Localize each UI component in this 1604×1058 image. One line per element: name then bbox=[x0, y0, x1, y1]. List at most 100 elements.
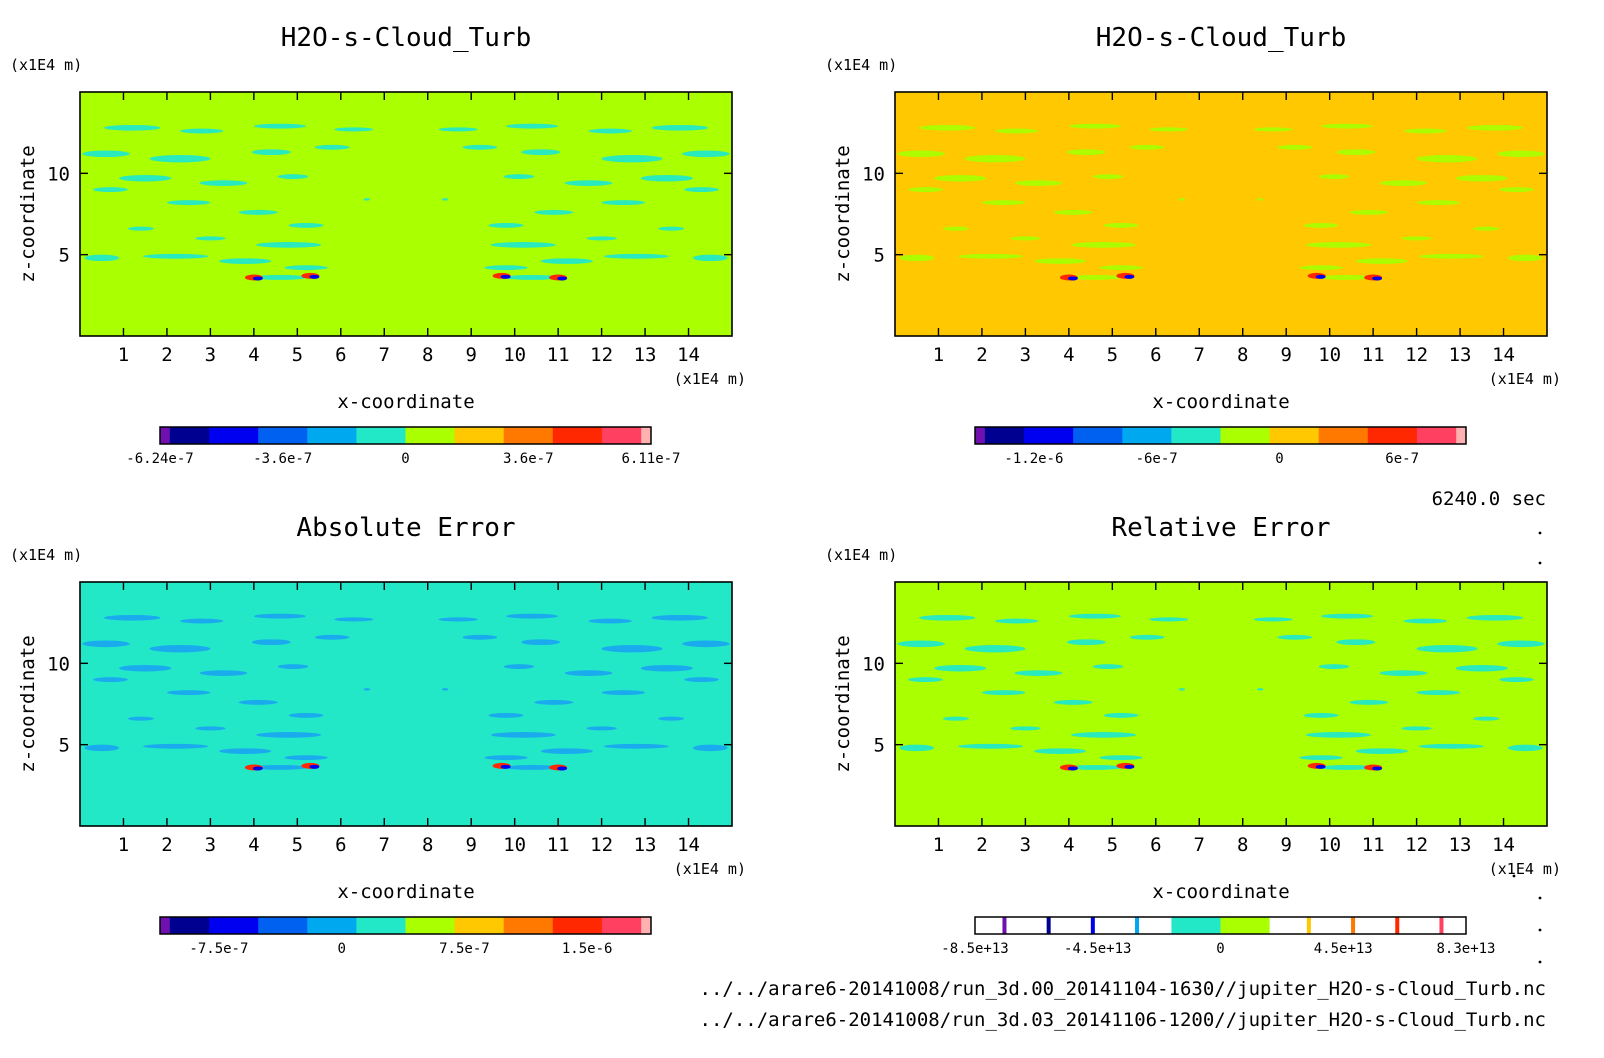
colorbar-tick-label: -7.5e-7 bbox=[189, 941, 248, 957]
y-unit-label: (x1E4 m) bbox=[10, 546, 82, 564]
y-tick-label: 5 bbox=[59, 245, 70, 267]
colorbar-segment bbox=[984, 427, 1025, 444]
panel-3: Absolute Error(x1E4 m)1 2 3 4 5 6 7 8 9 10 11 12 13 1… bbox=[10, 513, 746, 957]
colorbar-tick-label: -6.24e-7 bbox=[126, 451, 193, 467]
x-tick-label: 11 bbox=[547, 834, 570, 856]
colorbar-segment bbox=[1416, 917, 1457, 934]
x-tick-label: 5 bbox=[292, 344, 303, 366]
colorbar-segment bbox=[209, 917, 259, 934]
y-axis-label: z-coordinate bbox=[832, 635, 854, 772]
y-unit-label: (x1E4 m) bbox=[10, 56, 82, 74]
colorbar-segment bbox=[160, 917, 171, 934]
panel-title: H2O-s-Cloud_Turb bbox=[1096, 23, 1346, 53]
x-tick-label: 9 bbox=[465, 344, 476, 366]
panel-title: H2O-s-Cloud_Turb bbox=[281, 23, 531, 53]
x-tick-label: 14 bbox=[1492, 834, 1515, 856]
colorbar: -1.2e-6 -6e-7 0 6e-7 bbox=[974, 426, 1467, 467]
colorbar-segment bbox=[601, 427, 642, 444]
x-tick-label: 3 bbox=[205, 344, 216, 366]
x-tick-label: 13 bbox=[634, 834, 657, 856]
colorbar-tick-label: 1.5e-6 bbox=[562, 941, 613, 957]
colorbar-segment bbox=[1367, 427, 1418, 444]
x-tick-label: 14 bbox=[677, 344, 700, 366]
y-unit-label: (x1E4 m) bbox=[825, 56, 897, 74]
colorbar-tick-label: 0 bbox=[1216, 941, 1224, 957]
x-tick-label: 13 bbox=[634, 344, 657, 366]
colorbar-tick-label: 0 bbox=[1275, 451, 1283, 467]
colorbar-tick-label: 0 bbox=[337, 941, 345, 957]
colorbar-segment bbox=[160, 427, 171, 444]
colorbar-segment bbox=[1318, 917, 1369, 934]
colorbar-segment bbox=[258, 427, 308, 444]
plot-area bbox=[80, 582, 732, 826]
x-tick-label: 4 bbox=[248, 834, 259, 856]
x-tick-label: 11 bbox=[1362, 834, 1385, 856]
x-tick-label: 12 bbox=[590, 834, 613, 856]
x-tick-label: 7 bbox=[1194, 834, 1205, 856]
colorbar: -8.5e+13 -4.5e+13 0 4.5e+13 8.3e+13 bbox=[941, 916, 1496, 957]
colorbar-segment bbox=[641, 917, 652, 934]
x-tick-label: 10 bbox=[1318, 834, 1341, 856]
plot-area bbox=[895, 582, 1547, 826]
x-tick-label: 6 bbox=[335, 344, 346, 366]
colorbar-segment bbox=[1269, 427, 1320, 444]
field-pattern bbox=[897, 123, 1545, 281]
x-tick-label: 8 bbox=[422, 834, 433, 856]
y-axis-label: z-coordinate bbox=[832, 145, 854, 282]
x-tick-label: 5 bbox=[292, 834, 303, 856]
x-axis-label: x-coordinate bbox=[1152, 391, 1289, 413]
y-tick-label: 10 bbox=[862, 163, 885, 185]
y-axis-label: z-coordinate bbox=[17, 145, 39, 282]
colorbar-tick-label: -6e-7 bbox=[1136, 451, 1178, 467]
x-tick-label: 3 bbox=[1020, 344, 1031, 366]
x-tick-label: 13 bbox=[1449, 834, 1472, 856]
y-tick-label: 5 bbox=[874, 735, 885, 757]
colorbar-line bbox=[1135, 917, 1140, 934]
colorbar-segment bbox=[1456, 917, 1467, 934]
x-axis-label: x-coordinate bbox=[1152, 881, 1289, 903]
x-tick-label: 7 bbox=[379, 344, 390, 366]
x-tick-label: 14 bbox=[1492, 344, 1515, 366]
colorbar-tick-label: -8.5e+13 bbox=[941, 941, 1008, 957]
x-tick-label: 6 bbox=[1150, 834, 1161, 856]
colorbar-segment bbox=[1220, 917, 1271, 934]
x-tick-label: 8 bbox=[422, 344, 433, 366]
x-tick-label: 8 bbox=[1237, 834, 1248, 856]
colorbar-segment bbox=[1171, 917, 1221, 934]
colorbar-line bbox=[1002, 917, 1007, 934]
x-tick-label: 6 bbox=[335, 834, 346, 856]
panel-title: Absolute Error bbox=[296, 513, 515, 543]
colorbar-segment bbox=[454, 427, 505, 444]
colorbar-segment bbox=[209, 427, 259, 444]
colorbar-segment bbox=[307, 917, 357, 934]
x-tick-label: 4 bbox=[248, 344, 259, 366]
x-unit-label: (x1E4 m) bbox=[674, 370, 746, 388]
plot-area bbox=[895, 92, 1547, 336]
colorbar-segment bbox=[1171, 427, 1221, 444]
plot-frame bbox=[894, 581, 1548, 827]
x-tick-label: 10 bbox=[1318, 344, 1341, 366]
panel-2: H2O-s-Cloud_Turb(x1E4 m)1 2 3 4 5 6 7 8 9 10 11 12 1… bbox=[825, 23, 1561, 467]
plot-frame bbox=[79, 581, 733, 827]
colorbar-segment bbox=[975, 917, 986, 934]
colorbar-segment bbox=[975, 427, 986, 444]
time-label: 6240.0 sec bbox=[1432, 488, 1546, 510]
colorbar-segment bbox=[454, 917, 505, 934]
x-tick-label: 5 bbox=[1107, 834, 1118, 856]
colorbar-line bbox=[1395, 917, 1400, 934]
x-axis-label: x-coordinate bbox=[337, 881, 474, 903]
colorbar-tick-label: -4.5e+13 bbox=[1064, 941, 1131, 957]
file-path-1: ../../arare6-20141008/run_3d.00_20141104… bbox=[700, 978, 1546, 1000]
colorbar-line bbox=[1439, 917, 1444, 934]
plot-frame bbox=[894, 91, 1548, 337]
colorbar-segment bbox=[641, 427, 652, 444]
colorbar-line bbox=[1090, 917, 1095, 934]
field-pattern bbox=[82, 613, 730, 771]
file-path-2: ../../arare6-20141008/run_3d.03_20141106… bbox=[700, 1009, 1546, 1031]
x-tick-label: 12 bbox=[590, 344, 613, 366]
colorbar-segment bbox=[1024, 427, 1074, 444]
colorbar-segment bbox=[356, 917, 406, 934]
x-tick-label: 1 bbox=[933, 344, 944, 366]
x-tick-label: 6 bbox=[1150, 344, 1161, 366]
colorbar-segment bbox=[503, 427, 554, 444]
